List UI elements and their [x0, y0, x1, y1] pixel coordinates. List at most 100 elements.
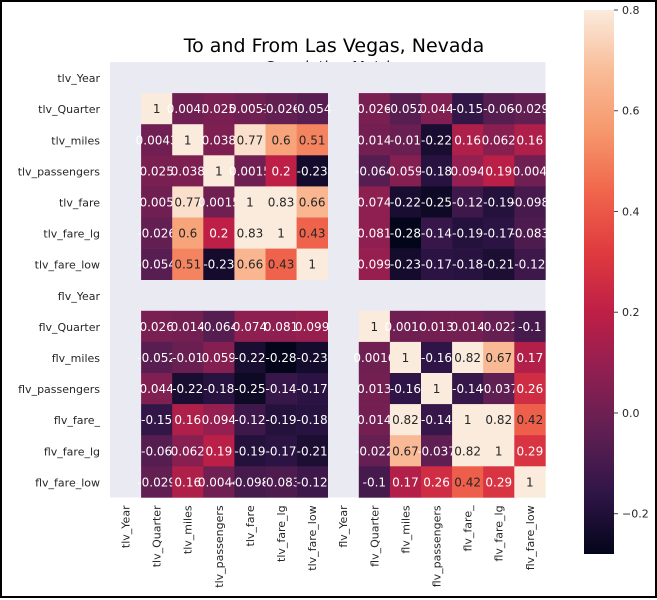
cell-value-label: -0.25 — [234, 382, 265, 396]
cell-value-label: -0.083 — [262, 475, 301, 489]
cell-value-label: -0.17 — [483, 227, 514, 241]
heatmap-cell — [141, 404, 173, 436]
heatmap-cell — [265, 217, 297, 249]
heatmap-cell — [203, 310, 235, 343]
colorbar-tick-label: 0.0 — [622, 407, 640, 420]
heatmap-cell — [514, 186, 546, 218]
heatmap-cell — [452, 124, 484, 156]
heatmap-cell — [234, 93, 266, 125]
cell-value-label: 0.044 — [419, 102, 453, 116]
cell-value-label: -0.052 — [386, 102, 425, 116]
cell-value-label: 0.0043 — [167, 102, 209, 116]
heatmap-cell — [141, 435, 173, 467]
heatmap-cell — [358, 93, 391, 125]
heatmap-cell — [514, 466, 546, 498]
cell-value-label: -0.098 — [511, 195, 550, 209]
cell-value-label: 0.19 — [205, 444, 232, 458]
heatmap-cell — [483, 124, 515, 156]
cell-value-label: 0.26 — [423, 475, 450, 489]
heatmap-cell — [234, 248, 266, 280]
heatmap-cell — [358, 248, 391, 280]
cell-value-label: 0.17 — [516, 351, 543, 365]
heatmap-cell — [483, 155, 515, 187]
cell-value-label: 0.51 — [299, 133, 326, 147]
heatmap-cell — [203, 466, 235, 498]
cell-value-label: -0.01 — [172, 351, 203, 365]
heatmap-cell — [421, 248, 453, 280]
heatmap-cell — [265, 341, 297, 374]
cell-value-label: 0.026 — [357, 102, 391, 116]
heatmap-cell — [296, 310, 328, 343]
cell-value-label: 0.77 — [174, 195, 201, 209]
heatmap-cell — [203, 435, 235, 467]
cell-value-label: 0.026 — [139, 320, 173, 334]
heatmap-cell — [296, 341, 328, 374]
heatmap-cell — [452, 217, 484, 249]
cell-value-label: 0.0016 — [353, 351, 395, 365]
heatmap-cell — [389, 466, 422, 498]
cell-value-label: -0.17 — [297, 382, 328, 396]
cell-value-label: 0.66 — [299, 195, 326, 209]
cell-value-label: -0.06 — [483, 102, 514, 116]
cell-value-label: 0.82 — [454, 444, 481, 458]
row-label: flv_Year — [58, 290, 101, 303]
heatmap-cell — [514, 217, 546, 249]
cell-value-label: 0.0043 — [136, 133, 178, 147]
heatmap-cell — [296, 248, 328, 280]
row-label: tlv_passengers — [18, 165, 101, 178]
heatmap-cell — [234, 373, 266, 405]
heatmap-cell — [421, 124, 453, 156]
heatmap-cell — [483, 93, 515, 125]
heatmap-cell — [421, 373, 453, 405]
cell-value-label: 0.2 — [209, 227, 228, 241]
heatmap-cell — [514, 404, 546, 436]
heatmap-cell — [265, 373, 297, 405]
cell-value-label: 0.099 — [295, 320, 329, 334]
heatmap-cell — [452, 310, 484, 343]
cell-value-label: 0.013 — [419, 320, 453, 334]
row-label: tlv_fare — [59, 196, 100, 209]
cell-value-label: -0.15 — [141, 413, 172, 427]
cell-value-label: 0.82 — [454, 351, 481, 365]
cell-value-label: -0.28 — [266, 351, 297, 365]
heatmap-cell — [172, 341, 204, 374]
column-label: tlv_Quarter — [151, 505, 164, 567]
heatmap-cell — [358, 466, 391, 498]
cell-value-label: 0.044 — [139, 382, 173, 396]
heatmap-cell — [483, 373, 515, 405]
colorbar-tick-label: 0.2 — [622, 306, 640, 319]
heatmap-cell — [389, 248, 422, 280]
cell-value-label: -0.037 — [479, 382, 518, 396]
heatmap-cell — [514, 373, 546, 405]
cell-value-label: 0.16 — [174, 413, 201, 427]
cell-value-label: -0.22 — [421, 133, 452, 147]
heatmap-cell — [141, 93, 173, 125]
heatmap-cell — [172, 373, 204, 405]
cell-value-label: -0.022 — [479, 320, 518, 334]
heatmap-cell — [389, 155, 422, 187]
cell-value-label: 0.67 — [392, 444, 419, 458]
cell-value-label: -0.16 — [421, 351, 452, 365]
heatmap-cell — [141, 124, 173, 156]
cell-value-label: 0.83 — [237, 227, 264, 241]
column-label: flv_Year — [337, 505, 350, 548]
cell-value-label: 1 — [246, 195, 254, 209]
cell-value-label: -0.19 — [266, 413, 297, 427]
heatmap-cell — [358, 373, 391, 405]
heatmap-cell — [141, 186, 173, 218]
heatmap-cell — [358, 155, 391, 187]
cell-value-label: -0.14 — [421, 227, 452, 241]
heatmap-cell — [389, 186, 422, 218]
column-label: flv_passengers — [431, 505, 444, 587]
heatmap-cell — [296, 186, 328, 218]
cell-value-label: -0.17 — [266, 444, 297, 458]
cell-value-label: 0.062 — [171, 444, 205, 458]
cell-value-label: 0.2 — [272, 164, 291, 178]
row-label: flv_fare_low — [35, 476, 100, 489]
cell-value-label: -0.21 — [483, 258, 514, 272]
heatmap-cell — [141, 248, 173, 280]
cell-value-label: -0.18 — [297, 413, 328, 427]
cell-value-label: -0.22 — [172, 382, 203, 396]
cell-value-label: 1 — [277, 227, 285, 241]
